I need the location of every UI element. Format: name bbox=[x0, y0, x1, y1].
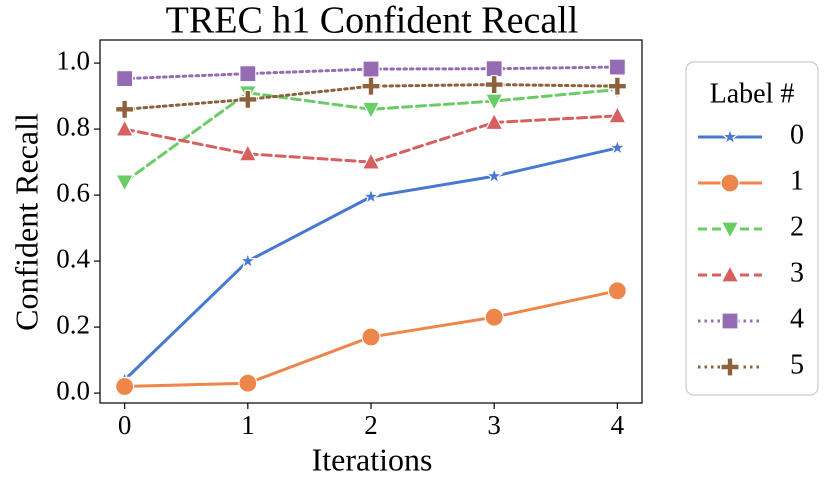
legend-marker bbox=[720, 357, 740, 377]
marker bbox=[116, 70, 134, 88]
legend-marker bbox=[720, 173, 740, 193]
marker bbox=[484, 74, 504, 95]
y-tick-label: 0.6 bbox=[56, 177, 90, 207]
x-tick-label: 2 bbox=[364, 410, 378, 440]
marker bbox=[484, 112, 504, 131]
marker bbox=[115, 99, 135, 119]
marker bbox=[361, 76, 381, 96]
x-tick-label: 3 bbox=[487, 410, 501, 440]
marker bbox=[607, 76, 627, 96]
marker bbox=[238, 143, 258, 162]
marker bbox=[238, 373, 258, 393]
marker bbox=[608, 58, 626, 76]
marker bbox=[115, 174, 135, 193]
chart-title: TREC h1 Confident Recall bbox=[166, 0, 579, 42]
legend-label: 1 bbox=[790, 165, 804, 196]
y-axis-label: Confident Recall bbox=[8, 113, 44, 331]
legend-label: 3 bbox=[790, 257, 804, 288]
marker bbox=[238, 251, 258, 270]
legend-marker bbox=[720, 127, 740, 145]
marker bbox=[115, 118, 135, 137]
y-tick-label: 0.0 bbox=[56, 375, 90, 405]
marker bbox=[607, 281, 627, 301]
marker bbox=[239, 65, 257, 83]
legend-label: 2 bbox=[790, 211, 804, 242]
marker bbox=[361, 151, 381, 170]
series-line bbox=[123, 114, 619, 164]
x-axis-label: Iterations bbox=[312, 441, 433, 477]
legend-title: Label # bbox=[710, 78, 795, 109]
marker bbox=[115, 376, 135, 397]
legend-marker bbox=[721, 312, 739, 330]
legend-marker bbox=[720, 221, 740, 240]
marker bbox=[485, 60, 503, 78]
marker bbox=[607, 105, 627, 124]
y-tick-label: 0.8 bbox=[56, 111, 90, 141]
marker bbox=[361, 327, 381, 347]
x-tick-label: 4 bbox=[611, 410, 625, 440]
y-tick-label: 0.2 bbox=[56, 309, 90, 339]
marker bbox=[238, 89, 258, 110]
y-tick-label: 1.0 bbox=[56, 45, 90, 75]
legend-label: 4 bbox=[790, 303, 804, 334]
legend-label: 5 bbox=[790, 349, 804, 380]
marker bbox=[608, 138, 627, 156]
marker bbox=[361, 101, 381, 120]
x-tick-label: 0 bbox=[118, 410, 132, 440]
x-tick-label: 1 bbox=[241, 410, 255, 440]
marker bbox=[361, 186, 381, 205]
marker bbox=[484, 307, 504, 327]
y-tick-label: 0.4 bbox=[56, 243, 90, 273]
marker bbox=[362, 60, 380, 78]
legend-box bbox=[685, 61, 819, 396]
marker bbox=[484, 166, 504, 185]
legend-label: 0 bbox=[790, 119, 804, 150]
legend-marker bbox=[720, 264, 740, 283]
